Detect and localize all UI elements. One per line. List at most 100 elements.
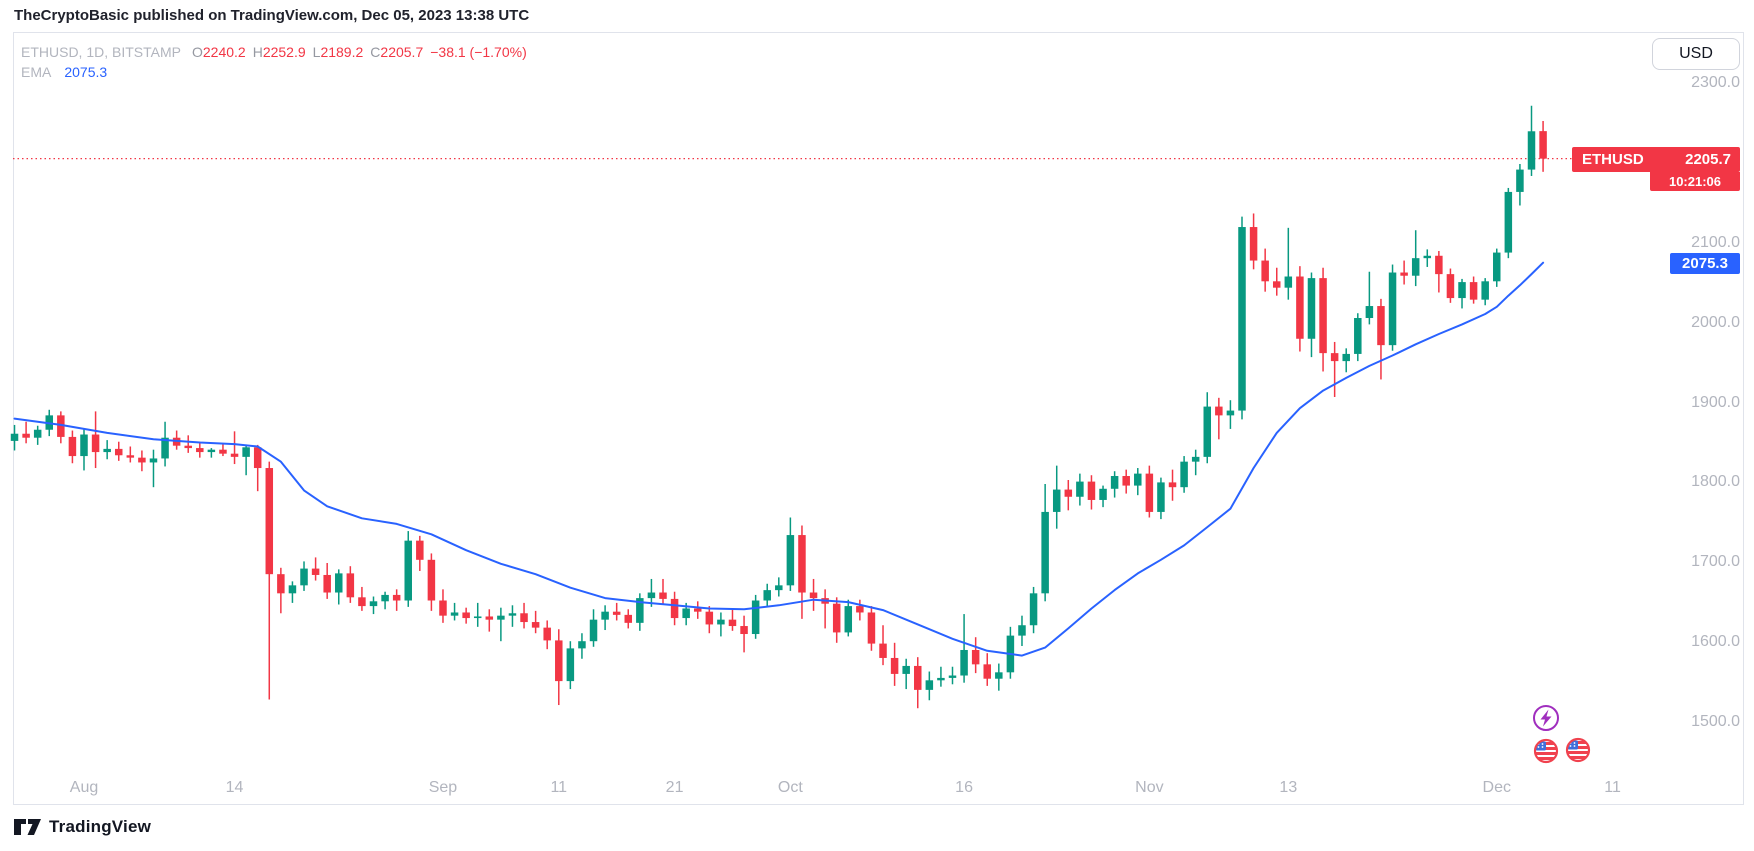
- candle: [1516, 163, 1524, 206]
- candle: [1527, 105, 1536, 176]
- price-tick-label: 1900.0: [1691, 393, 1740, 411]
- candle: [844, 599, 853, 637]
- candle: [207, 448, 216, 458]
- candle: [925, 671, 934, 701]
- time-scale[interactable]: Aug 14 Sep 11 21 Oct 16 Nov 13 Dec 11: [0, 772, 1754, 805]
- candle: [751, 594, 760, 639]
- candle: [462, 607, 470, 624]
- price-tick-label: 2100.0: [1691, 234, 1740, 251]
- candle: [427, 553, 436, 611]
- candle: [1041, 483, 1049, 602]
- candle: [138, 450, 146, 472]
- candle: [566, 641, 575, 690]
- candle: [543, 620, 551, 650]
- candle: [323, 562, 331, 599]
- candle: [520, 602, 528, 629]
- candle: [693, 601, 702, 619]
- legend-indicator-value: 2075.3: [64, 64, 108, 80]
- candle: [1458, 278, 1466, 309]
- candle: [300, 561, 308, 591]
- tradingview-logo-icon[interactable]: [14, 817, 41, 837]
- time-tick-label: Dec: [1482, 779, 1511, 796]
- chart-frame: [13, 32, 1744, 805]
- candle: [265, 461, 274, 700]
- candlestick-series: [10, 105, 1547, 709]
- candle: [335, 569, 343, 605]
- candle: [1354, 313, 1362, 362]
- candle: [914, 657, 922, 709]
- legend-open: O2240.2: [191, 44, 246, 60]
- candle: [416, 535, 424, 571]
- candle: [1029, 586, 1038, 634]
- candle: [555, 629, 563, 706]
- candle: [1446, 268, 1455, 303]
- legend-low: L2189.2: [312, 44, 364, 60]
- candle: [161, 421, 169, 467]
- legend-change: −38.1 (−1.70%): [430, 44, 527, 60]
- time-tick-label: Nov: [1135, 779, 1164, 796]
- brand-name[interactable]: TradingView: [49, 817, 152, 836]
- candle: [705, 606, 714, 634]
- candle: [1469, 276, 1478, 304]
- candle: [1435, 250, 1443, 293]
- candle: [1157, 477, 1165, 520]
- candle: [68, 430, 77, 464]
- candle: [184, 435, 192, 453]
- last-price-badge-value: 2205.7: [1685, 150, 1731, 168]
- candle: [277, 567, 285, 614]
- candle: [1388, 264, 1397, 351]
- candle: [983, 653, 991, 686]
- candle: [578, 633, 586, 659]
- candle: [1481, 278, 1489, 306]
- candle: [219, 443, 227, 457]
- candle: [809, 578, 818, 611]
- candle: [1284, 227, 1293, 300]
- candle: [775, 577, 783, 597]
- candle: [589, 609, 598, 647]
- candle: [1110, 471, 1119, 498]
- time-tick-label: 13: [1279, 779, 1298, 796]
- time-tick-label: Oct: [777, 779, 803, 796]
- candle: [1076, 473, 1084, 506]
- candle: [717, 612, 725, 637]
- candle: [786, 517, 795, 591]
- us-flag-icon[interactable]: [1533, 738, 1559, 764]
- candle: [1215, 397, 1223, 440]
- candle: [1203, 392, 1212, 464]
- candle: [1134, 468, 1142, 496]
- candle: [531, 610, 540, 634]
- price-tick-label: 1500.0: [1691, 712, 1740, 730]
- candle: [114, 441, 123, 461]
- candle: [346, 566, 355, 603]
- candle: [1377, 298, 1385, 380]
- candle: [1018, 615, 1026, 646]
- candle: [358, 586, 366, 611]
- candle: [103, 440, 111, 460]
- candle: [392, 589, 401, 611]
- us-flag-icon[interactable]: [1565, 737, 1591, 763]
- candle: [1099, 485, 1107, 508]
- candle: [485, 609, 494, 632]
- bar-countdown-badge: 10:21:06: [1650, 171, 1740, 191]
- legend-close: C2205.7: [370, 44, 424, 60]
- candle: [381, 591, 389, 610]
- candle: [948, 666, 957, 685]
- candle: [230, 431, 239, 465]
- candle: [91, 411, 100, 469]
- price-tick-label: 1600.0: [1691, 633, 1740, 650]
- lightning-icon[interactable]: [1533, 705, 1559, 731]
- time-tick-label: 11: [550, 779, 568, 796]
- candle: [856, 599, 864, 621]
- candle: [1493, 248, 1501, 287]
- candle: [821, 589, 829, 629]
- currency-toggle-button[interactable]: USD: [1652, 38, 1740, 70]
- legend-series-title: ETHUSD, 1D, BITSTAMP: [21, 44, 181, 60]
- candle: [33, 425, 42, 445]
- price-tick-label: 2300.0: [1691, 74, 1740, 92]
- time-tick-label: Sep: [428, 779, 458, 796]
- price-scale[interactable]: 2300.0 2100.0 2000.0 1900.0 1800.0 1700.0 1600…: [1634, 0, 1754, 851]
- candle: [57, 411, 65, 444]
- candle: [612, 602, 621, 621]
